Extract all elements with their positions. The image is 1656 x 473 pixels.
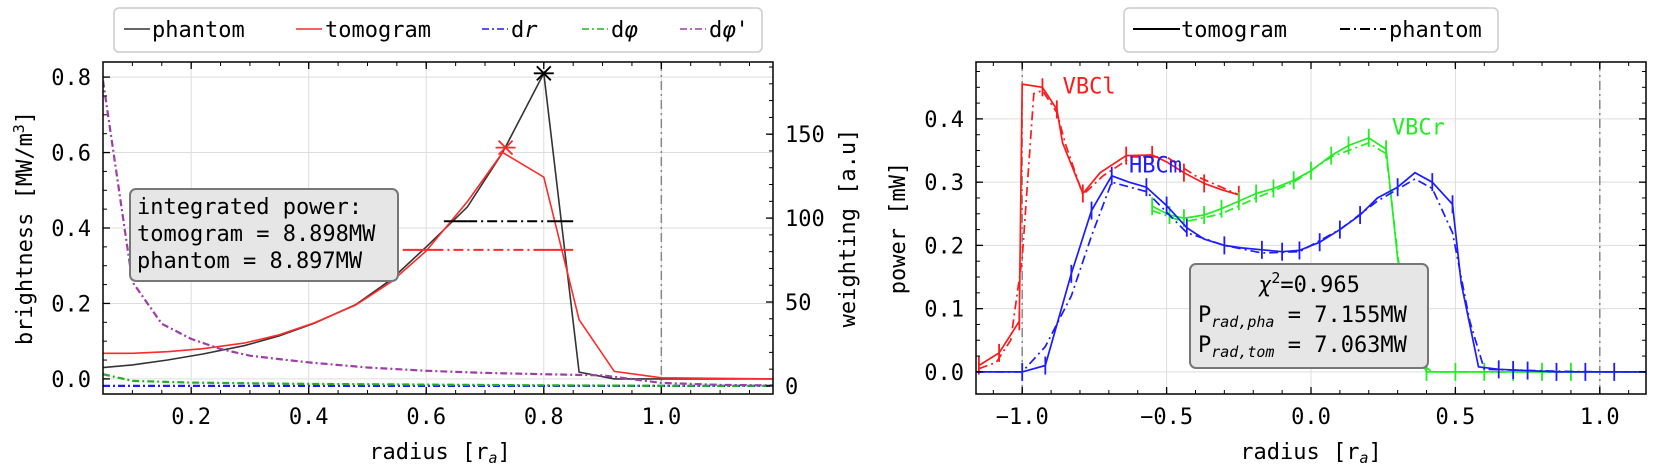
left-textbox-frame bbox=[129, 188, 399, 282]
right-series-vbcl-phantom bbox=[978, 89, 1240, 370]
right-y-tick-label: 0.2 bbox=[924, 234, 964, 259]
left-x-tick-label: 0.8 bbox=[524, 405, 564, 430]
left-legend: phantom tomogram dr dφ dφ' bbox=[113, 7, 763, 53]
right-series-vbcl bbox=[977, 78, 1240, 375]
left-x-tick-label: 1.0 bbox=[641, 405, 681, 430]
series-label-vbcr: VBCr bbox=[1392, 116, 1445, 141]
right-series-vbcl-tomogram bbox=[978, 83, 1240, 367]
left-x-tick-label: 0.2 bbox=[171, 405, 211, 430]
left-y-tick-label: 0.8 bbox=[51, 66, 91, 91]
prad-phantom: Prad,pha = 7.155MW bbox=[1198, 303, 1408, 331]
right-x-tick-label: 0.5 bbox=[1436, 405, 1476, 430]
left-y-tick-label: 0.2 bbox=[51, 292, 91, 317]
left-y2-tick-label: 50 bbox=[785, 291, 812, 316]
right-y-tick-label: 0.4 bbox=[924, 108, 964, 133]
right-series-hbcm bbox=[976, 166, 1646, 381]
left-series-d-prime bbox=[103, 80, 773, 387]
right-x-tick-label: 0.0 bbox=[1291, 405, 1331, 430]
left-y2-tick-label: 150 bbox=[785, 123, 825, 148]
right-y-tick-label: 0.1 bbox=[924, 298, 964, 323]
right-legend: tomogram phantom bbox=[1123, 7, 1499, 53]
legend-label-tomogram: tomogram bbox=[325, 18, 431, 43]
right-legend-frame bbox=[1123, 7, 1499, 53]
right-series-vbcr bbox=[1151, 128, 1646, 381]
left-ticks: 0.2 0.4 0.6 0.8 1.0 0.0 0.2 0.4 0.6 0.8 0 50 100 150 bbox=[51, 62, 825, 430]
integrated-power-heading: integrated power: bbox=[137, 195, 362, 220]
legend-label-phantom: phantom bbox=[152, 18, 245, 43]
prad-tomogram: Prad,tom = 7.063MW bbox=[1198, 333, 1408, 361]
integrated-power-tomogram: tomogram = 8.898MW bbox=[137, 222, 376, 247]
left-series-d bbox=[103, 373, 773, 387]
legend-label-right-tomogram: tomogram bbox=[1181, 18, 1287, 43]
left-y-tick-label: 0.6 bbox=[51, 142, 91, 167]
right-x-tick-label: −1.0 bbox=[996, 405, 1049, 430]
right-x-tick-label: 1.0 bbox=[1580, 405, 1620, 430]
left-integrated-power-box: integrated power: tomogram = 8.898MW pha… bbox=[129, 188, 399, 282]
left-x-axis-title: radius [ra] bbox=[369, 440, 511, 467]
legend-label-right-phantom: phantom bbox=[1389, 18, 1482, 43]
left-legend-frame bbox=[113, 7, 763, 53]
peak-marker-d2 bbox=[497, 140, 514, 156]
legend-label-dphi-prime: dφ' bbox=[709, 18, 749, 43]
peak-marker-d2 bbox=[536, 65, 552, 81]
chi-squared-value: χ2=0.965 bbox=[1258, 269, 1360, 298]
peak-marker-phantom bbox=[533, 65, 554, 81]
series-label-vbcl: VBCl bbox=[1063, 75, 1116, 100]
left-y2-axis-title: weighting [a.u] bbox=[836, 129, 861, 328]
left-chart-panel: 0.2 0.4 0.6 0.8 1.00.00.20.40.60.8050100150 … bbox=[10, 7, 861, 467]
peak-marker-tomogram bbox=[495, 140, 516, 156]
legend-label-dr: dr bbox=[511, 18, 538, 43]
left-x-tick-label: 0.6 bbox=[406, 405, 446, 430]
integrated-power-phantom: phantom = 8.897MW bbox=[137, 249, 363, 274]
right-chi2-box: χ2=0.965 Prad,pha = 7.155MW Prad,tom = 7… bbox=[1189, 263, 1429, 369]
right-chart-panel: −1.0 −0.5 0.0 0.5 1.0 0.0 0.1 0.2 0.3 0.4 radius … bbox=[886, 7, 1647, 467]
right-series-vbcr-phantom bbox=[1151, 141, 1646, 373]
left-y-axis-title: brightness [MW/m3] bbox=[10, 111, 38, 345]
legend-label-dphi: dφ bbox=[611, 18, 638, 43]
left-y2-tick-label: 0 bbox=[785, 375, 798, 400]
right-textbox-frame bbox=[1189, 263, 1429, 369]
right-x-tick-label: −0.5 bbox=[1140, 405, 1193, 430]
right-x-axis-title: radius [ra] bbox=[1240, 440, 1382, 467]
right-y-tick-label: 0.0 bbox=[924, 361, 964, 386]
left-y-tick-label: 0.0 bbox=[51, 368, 91, 393]
right-y-tick-label: 0.3 bbox=[924, 171, 964, 196]
left-y-tick-label: 0.4 bbox=[51, 217, 91, 242]
left-y2-tick-label: 100 bbox=[785, 207, 825, 232]
series-label-hbcm: HBCm bbox=[1129, 154, 1182, 179]
right-plot-area bbox=[976, 62, 1646, 394]
right-y-axis-title: power [mW] bbox=[886, 162, 911, 294]
left-x-tick-label: 0.4 bbox=[289, 405, 329, 430]
right-ticks: −1.0 −0.5 0.0 0.5 1.0 0.0 0.1 0.2 0.3 0.4 bbox=[924, 62, 1646, 430]
